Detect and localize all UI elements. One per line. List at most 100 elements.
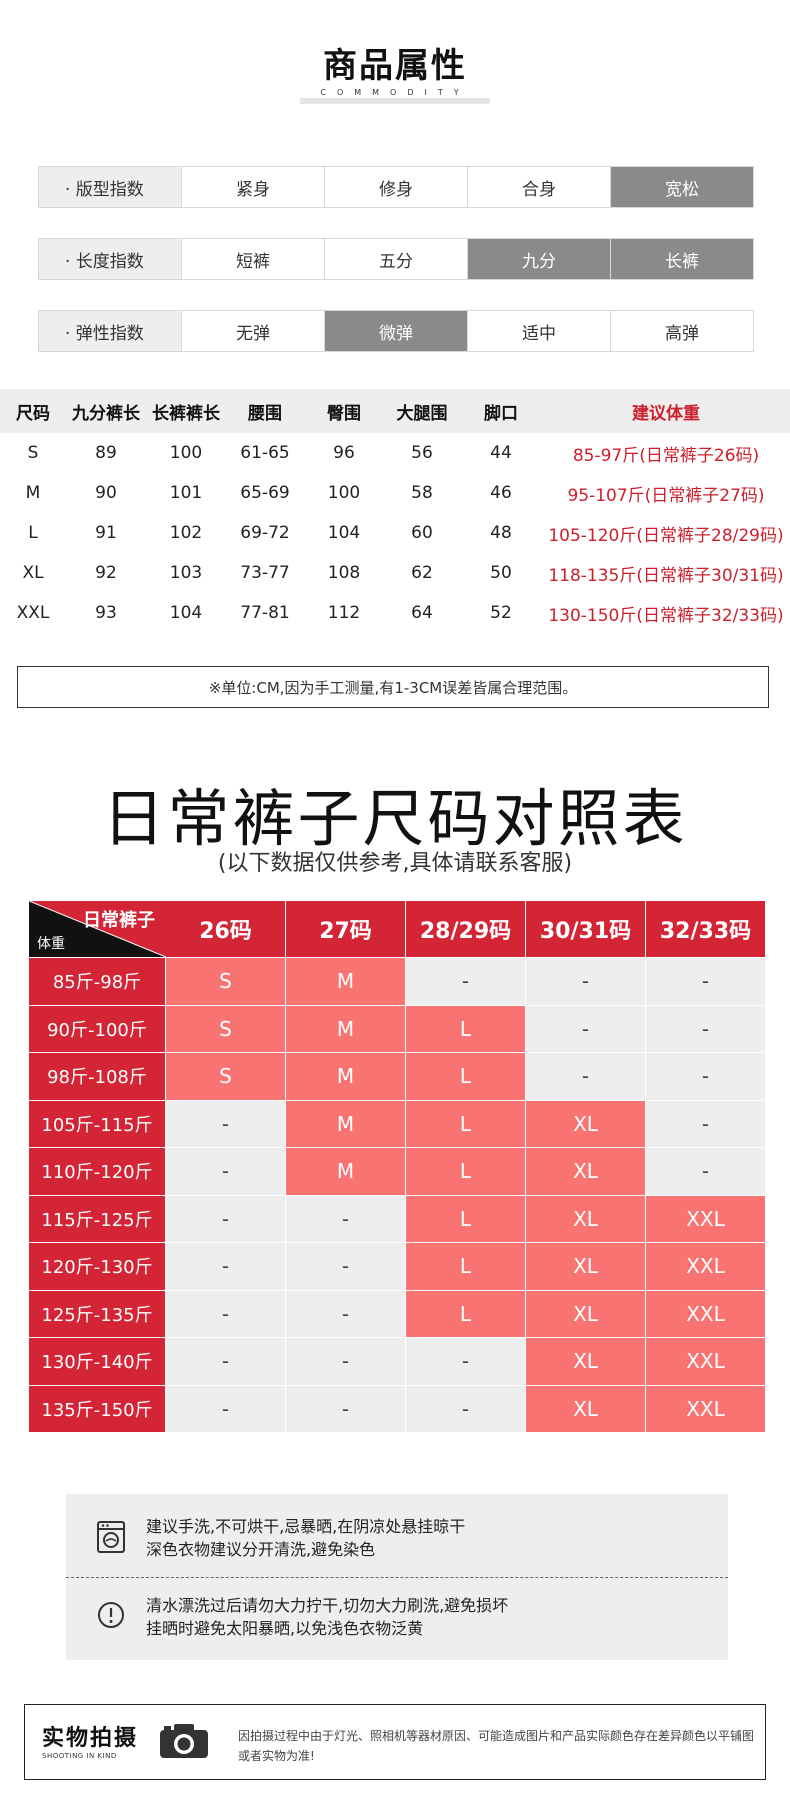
table-cell: 93 xyxy=(95,603,117,623)
size-column-header: 30/31码 xyxy=(525,900,646,958)
photo-title: 实物拍摄 xyxy=(42,1726,139,1751)
table-cell: 112 xyxy=(327,603,361,623)
size-cell: L xyxy=(405,1004,526,1053)
attribute-label: · 弹性指数 xyxy=(38,310,182,352)
table-row: 105斤-115斤 - M L XL - xyxy=(28,1099,766,1148)
weight-range-label: 98斤-108斤 xyxy=(28,1052,166,1101)
table-cell: L xyxy=(28,523,38,543)
table-row: L 91 102 69-72 104 60 48 105-120斤(日常裤子28/29码) xyxy=(0,513,790,553)
weight-range-label: 120斤-130斤 xyxy=(28,1242,166,1291)
measurement-note: ※单位:CM,因为手工测量,有1-3CM误差皆属合理范围。 xyxy=(17,666,769,708)
care-warning-line: 挂晒时避免太阳暴晒,以免浅色衣物泛黄 xyxy=(146,1619,424,1638)
attribute-option: 五分 xyxy=(325,238,468,280)
size-table-header: 建议体重 xyxy=(632,403,700,424)
table-row: 110斤-120斤 - M L XL - xyxy=(28,1147,766,1196)
table-row: XXL 93 104 77-81 112 64 52 130-150斤(日常裤子32/33码) xyxy=(0,593,790,633)
table-cell: 77-81 xyxy=(240,603,290,623)
size-cell: M xyxy=(285,1099,406,1148)
size-column-header: 26码 xyxy=(165,900,286,958)
weight-range-label: 130斤-140斤 xyxy=(28,1337,166,1386)
size-cell: XL xyxy=(525,1147,646,1196)
weight-range-label: 85斤-98斤 xyxy=(28,957,166,1006)
size-cell: L xyxy=(405,1289,526,1338)
size-cell: - xyxy=(285,1194,406,1243)
weight-range-label: 135斤-150斤 xyxy=(28,1384,166,1433)
size-cell: - xyxy=(645,1147,766,1196)
table-row: S 89 100 61-65 96 56 44 85-97斤(日常裤子26码) xyxy=(0,433,790,473)
attribute-label: · 长度指数 xyxy=(38,238,182,280)
size-table-header: 脚口 xyxy=(484,403,518,424)
washing-machine-icon xyxy=(97,1521,125,1553)
size-table: 尺码 九分裤长 长裤裤长 腰围 臀围 大腿围 脚口 建议体重 S 89 100 61-65 96 56 4… xyxy=(0,389,790,633)
table-cell: 65-69 xyxy=(240,483,290,503)
size-column-header: 28/29码 xyxy=(405,900,526,958)
table-cell: 92 xyxy=(95,563,117,583)
attribute-row: · 版型指数 紧身 修身 合身 宽松 xyxy=(38,166,754,208)
size-cell: - xyxy=(285,1289,406,1338)
attribute-row: · 长度指数 短裤 五分 九分 长裤 xyxy=(38,238,754,280)
attribute-label: · 版型指数 xyxy=(38,166,182,208)
size-cell: XL xyxy=(525,1384,646,1433)
size-cell: - xyxy=(165,1384,286,1433)
size-cell: - xyxy=(405,1337,526,1386)
size-cell: M xyxy=(285,1147,406,1196)
table-cell: XXL xyxy=(16,603,50,623)
table-cell: 89 xyxy=(95,443,117,463)
table-cell: 90 xyxy=(95,483,117,503)
size-table-header: 大腿围 xyxy=(396,403,448,424)
size-cell: L xyxy=(405,1242,526,1291)
table-cell: 60 xyxy=(411,523,433,543)
weight-range-label: 90斤-100斤 xyxy=(28,1004,166,1053)
table-cell: 105-120斤(日常裤子28/29码) xyxy=(548,525,784,546)
size-table-header-bg xyxy=(0,389,790,433)
table-cell: 104 xyxy=(327,523,361,543)
comparison-subtitle: (以下数据仅供参考,具体请联系客服) xyxy=(217,851,573,876)
size-cell: M xyxy=(285,1052,406,1101)
size-cell: XL xyxy=(525,1099,646,1148)
camera-icon xyxy=(160,1724,208,1758)
table-cell: 91 xyxy=(95,523,117,543)
table-cell: 104 xyxy=(169,603,203,623)
size-cell: - xyxy=(645,1052,766,1101)
size-cell: - xyxy=(165,1289,286,1338)
table-cell: 95-107斤(日常裤子27码) xyxy=(567,485,765,506)
photo-disclaimer-box xyxy=(24,1704,766,1780)
size-cell: - xyxy=(285,1242,406,1291)
size-table-header: 尺码 xyxy=(16,403,50,424)
table-cell: 56 xyxy=(411,443,433,463)
care-warning-line: 清水漂洗过后请勿大力拧干,切勿大力刷洗,避免损坏 xyxy=(146,1596,509,1615)
table-cell: 52 xyxy=(490,603,512,623)
size-cell: S xyxy=(165,957,286,1006)
size-column-header: 27码 xyxy=(285,900,406,958)
table-cell: 108 xyxy=(327,563,361,583)
size-cell: - xyxy=(405,957,526,1006)
attribute-option: 无弹 xyxy=(182,310,325,352)
table-row: 90斤-100斤 S M L - - xyxy=(28,1004,766,1053)
table-cell: 46 xyxy=(490,483,512,503)
size-cell: - xyxy=(165,1194,286,1243)
attribute-row: · 弹性指数 无弹 微弹 适中 高弹 xyxy=(38,310,754,352)
size-cell: - xyxy=(405,1384,526,1433)
size-cell: M xyxy=(285,957,406,1006)
size-cell: L xyxy=(405,1099,526,1148)
size-cell: - xyxy=(525,1004,646,1053)
attribute-option: 宽松 xyxy=(611,166,754,208)
care-warning-text: 清水漂洗过后请勿大力拧干,切勿大力刷洗,避免损坏 挂晒时避免太阳暴晒,以免浅色衣… xyxy=(146,1594,508,1640)
table-row: 130斤-140斤 - - - XL XXL xyxy=(28,1337,766,1386)
table-cell: S xyxy=(27,443,39,463)
size-cell: - xyxy=(525,957,646,1006)
attribute-option: 紧身 xyxy=(182,166,325,208)
diagonal-split xyxy=(29,901,166,957)
size-cell: - xyxy=(285,1384,406,1433)
table-row: 115斤-125斤 - - L XL XXL xyxy=(28,1194,766,1243)
table-cell: 50 xyxy=(490,563,512,583)
size-cell: XXL xyxy=(645,1337,766,1386)
weight-range-label: 105斤-115斤 xyxy=(28,1099,166,1148)
size-cell: - xyxy=(645,1099,766,1148)
size-cell: - xyxy=(165,1099,286,1148)
table-cell: 61-65 xyxy=(240,443,290,463)
attribute-option: 长裤 xyxy=(611,238,754,280)
table-cell: XL xyxy=(22,563,44,583)
size-table-header: 九分裤长 xyxy=(72,403,140,424)
table-cell: M xyxy=(25,483,41,503)
